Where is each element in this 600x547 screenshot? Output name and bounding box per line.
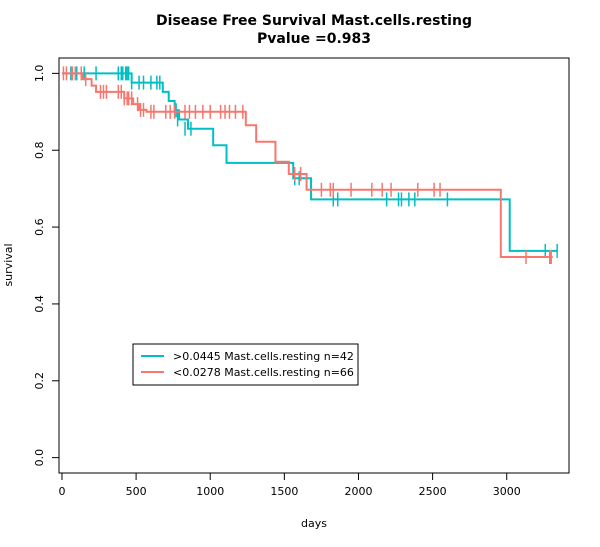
legend-label-high: >0.0445 Mast.cells.resting n=42 [173, 350, 354, 363]
x-tick-label: 2000 [344, 485, 372, 498]
x-tick-label: 3000 [493, 485, 521, 498]
x-tick-label: 0 [58, 485, 65, 498]
chart-title: Disease Free Survival Mast.cells.resting [156, 13, 472, 29]
y-axis: 0.0 0.2 0.4 0.6 0.8 1.0 [33, 65, 60, 467]
legend: >0.0445 Mast.cells.resting n=42 <0.0278 … [132, 343, 359, 386]
x-tick-label: 1500 [270, 485, 298, 498]
y-tick-label: 0.4 [33, 295, 46, 313]
y-axis-label: survival [2, 243, 15, 286]
x-tick-label: 2500 [419, 485, 447, 498]
survival-curve-high [61, 72, 558, 252]
plot-frame [58, 57, 570, 474]
series-layer [61, 66, 558, 265]
legend-box [132, 343, 359, 386]
y-tick-label: 0.0 [33, 449, 46, 467]
survival-curve-low [61, 72, 553, 259]
y-tick-label: 0.2 [33, 372, 46, 390]
y-tick-label: 0.8 [33, 141, 46, 159]
y-tick-label: 1.0 [33, 65, 46, 83]
y-tick-label: 0.6 [33, 218, 46, 236]
chart-subtitle: Pvalue =0.983 [257, 31, 371, 47]
x-tick-label: 1000 [196, 485, 224, 498]
x-axis: 0 500 1000 1500 2000 2500 3000 [58, 472, 521, 498]
x-tick-label: 500 [126, 485, 147, 498]
legend-label-low: <0.0278 Mast.cells.resting n=66 [173, 366, 354, 379]
x-axis-label: days [301, 517, 327, 530]
